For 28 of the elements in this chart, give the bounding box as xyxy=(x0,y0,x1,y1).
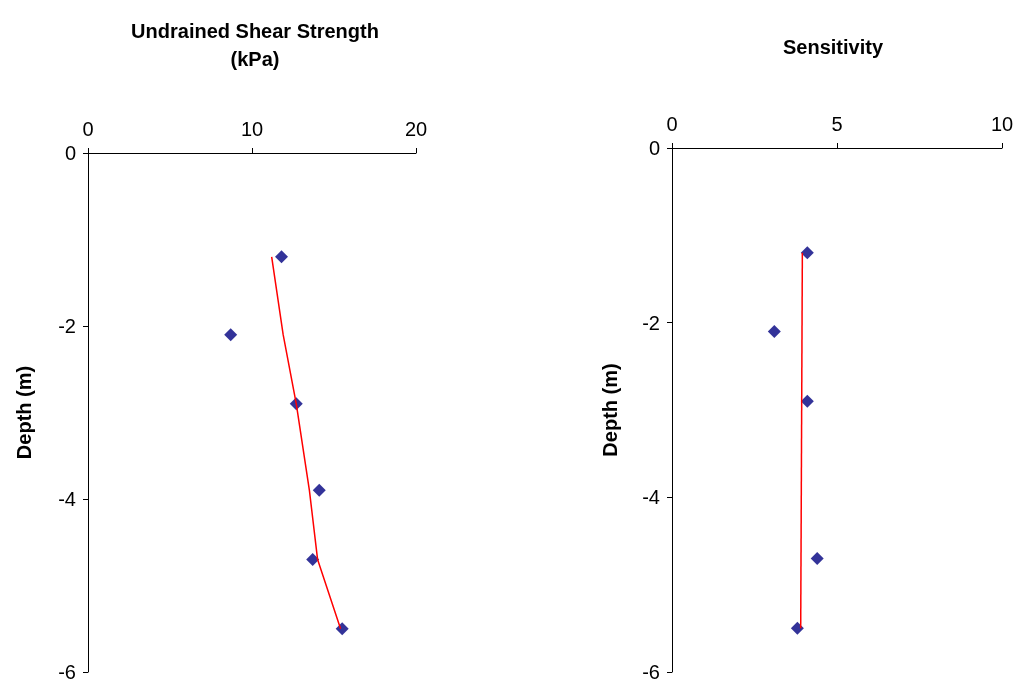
y-axis-title: Depth (m) xyxy=(599,363,621,457)
x-tick-label: 20 xyxy=(404,118,428,140)
chart-title: Sensitivity xyxy=(782,36,884,58)
point xyxy=(767,324,781,338)
point xyxy=(790,621,804,635)
y-tick-label: -4 xyxy=(58,488,76,510)
x-tick-label: 10 xyxy=(990,113,1014,135)
point xyxy=(224,328,238,342)
y-tick-label: -6 xyxy=(58,661,76,683)
point xyxy=(306,553,320,567)
y-tick-label: -2 xyxy=(642,311,660,334)
point xyxy=(312,483,326,497)
y-tick-label: 0 xyxy=(64,142,76,164)
point xyxy=(810,551,824,565)
y-tick-label: 0 xyxy=(648,137,660,159)
x-tick-label: 0 xyxy=(666,113,678,135)
y-tick-label: -6 xyxy=(642,661,660,683)
point xyxy=(275,250,289,264)
x-tick-label: 10 xyxy=(240,118,264,140)
y-tick-label: -2 xyxy=(58,315,76,337)
x-tick-label: 0 xyxy=(82,118,94,140)
y-tick-label: -4 xyxy=(642,486,660,509)
y-axis-title: Depth (m) xyxy=(13,365,35,460)
point xyxy=(800,246,814,260)
point xyxy=(335,622,349,636)
point xyxy=(800,394,814,408)
x-tick-label: 5 xyxy=(831,113,843,135)
chart-title: Undrained Shear Strength (kPa) xyxy=(131,20,379,70)
